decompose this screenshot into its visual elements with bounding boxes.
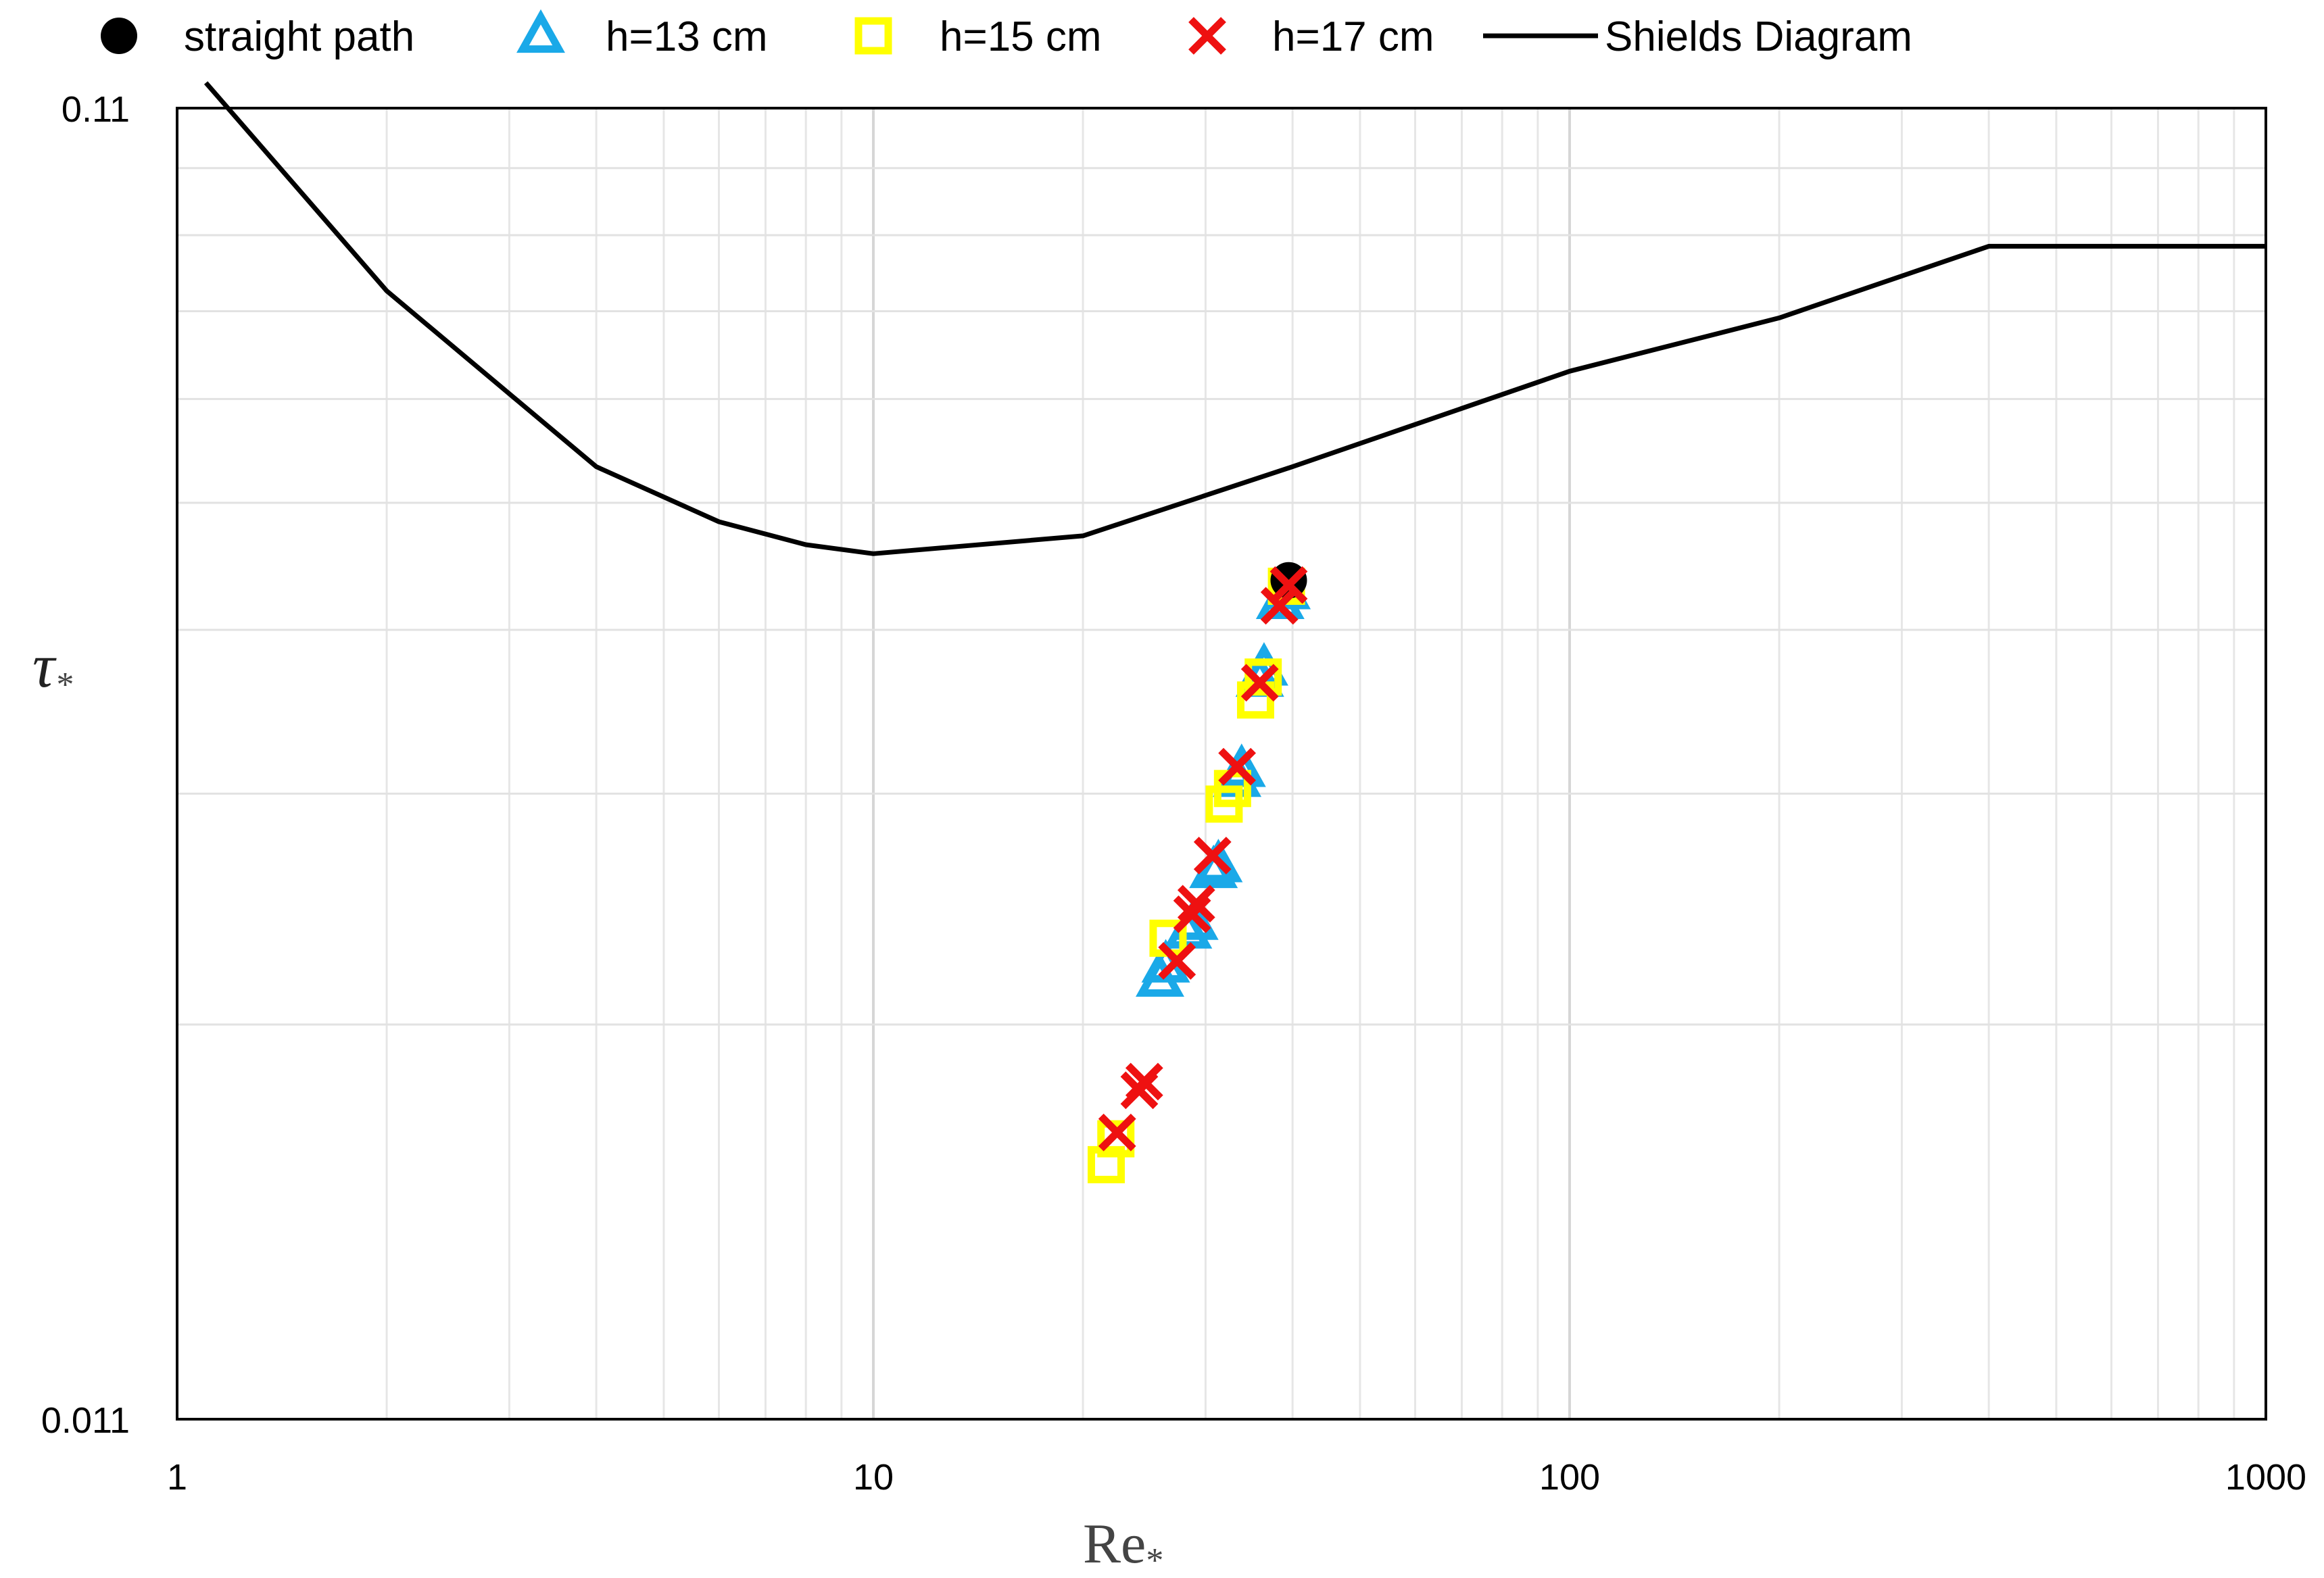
point-h-17-cm bbox=[1173, 895, 1211, 933]
legend-swatch bbox=[101, 18, 137, 54]
shields-layer bbox=[203, 81, 2266, 556]
legend-swatch bbox=[516, 9, 565, 53]
y-tick-label: 0.11 bbox=[62, 89, 130, 130]
point-h-17-cm bbox=[1269, 566, 1308, 604]
legend: straight path h=13 cm h=15 cm h=17 cm Shield… bbox=[101, 9, 1912, 60]
legend-item-h-17-cm: h=17 cm bbox=[1188, 14, 1434, 60]
legend-label: Shields Diagram bbox=[1605, 14, 1912, 60]
point-h-17-cm bbox=[1125, 1062, 1163, 1101]
marks-layer bbox=[1087, 562, 1311, 1183]
point-h-17-cm bbox=[1098, 1113, 1136, 1152]
point-h-17-cm bbox=[1240, 664, 1279, 702]
legend-item-straight-path: straight path bbox=[101, 14, 414, 60]
x-axis-title: Re* bbox=[1083, 1512, 1163, 1578]
legend-label: h=15 cm bbox=[940, 14, 1102, 60]
plot-area bbox=[176, 107, 2267, 1421]
point-h-15-cm bbox=[1087, 1145, 1125, 1183]
y-tick-label: 0.011 bbox=[41, 1400, 130, 1441]
legend-label: h=13 cm bbox=[606, 14, 768, 60]
point-h-17-cm bbox=[1193, 837, 1232, 874]
legend-item-shields-diagram: Shields Diagram bbox=[1483, 14, 1912, 60]
x-tick-labels: 1 10 100 1000 bbox=[167, 1457, 2306, 1498]
grid bbox=[177, 107, 2266, 1421]
x-tick-label: 1000 bbox=[2225, 1457, 2306, 1498]
point-h-17-cm bbox=[1218, 747, 1257, 786]
point-h-17-cm bbox=[1177, 885, 1215, 923]
legend-label: h=17 cm bbox=[1272, 14, 1434, 60]
legend-item-h-15-cm: h=15 cm bbox=[854, 14, 1102, 60]
legend-item-h-13-cm: h=13 cm bbox=[516, 9, 768, 60]
x-tick-label: 100 bbox=[1539, 1457, 1600, 1498]
point-h-17-cm bbox=[1158, 942, 1196, 980]
shields-diagram-line bbox=[203, 81, 2266, 556]
legend-swatch bbox=[1188, 17, 1226, 55]
legend-swatch bbox=[854, 17, 892, 55]
y-tick-labels: 0.011 0.11 bbox=[41, 89, 130, 1441]
x-tick-label: 1 bbox=[167, 1457, 187, 1498]
y-axis-title: τ* bbox=[32, 631, 72, 704]
point-h-15-cm bbox=[1244, 658, 1282, 696]
legend-label: straight path bbox=[184, 14, 414, 60]
point-h-15-cm bbox=[1097, 1120, 1135, 1158]
point-h-17-cm bbox=[1260, 587, 1299, 625]
x-tick-label: 10 bbox=[853, 1457, 894, 1498]
